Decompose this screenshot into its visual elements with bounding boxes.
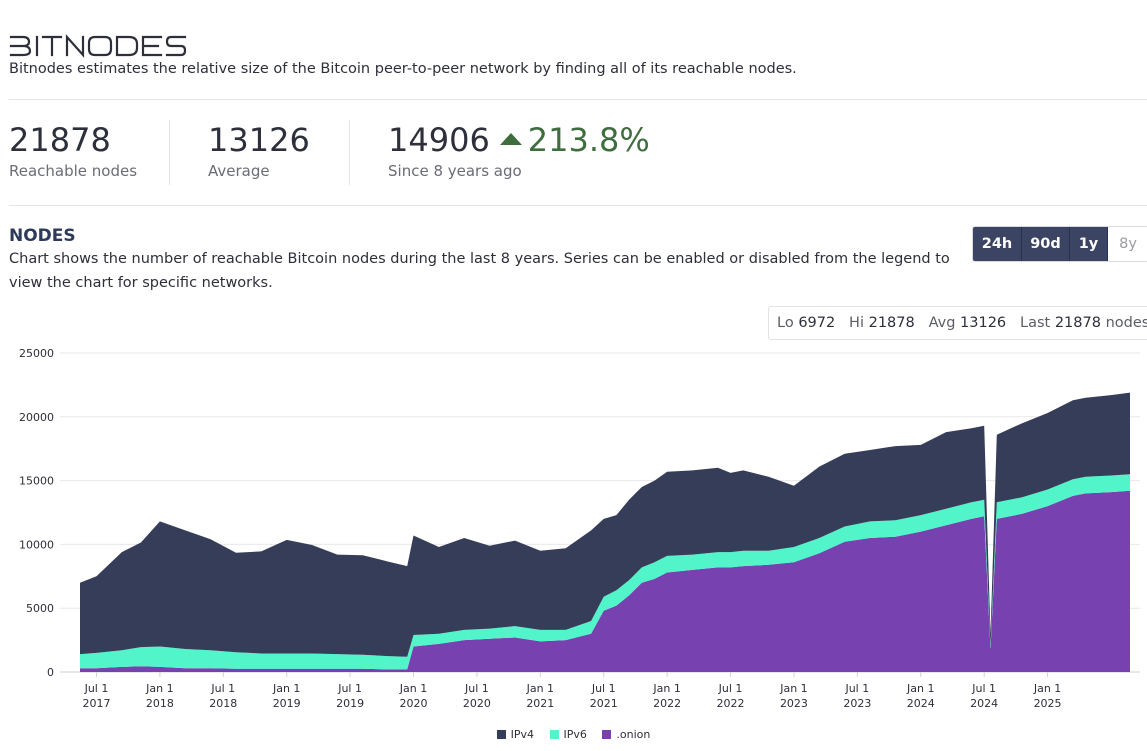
stat-since-value: 14906	[388, 121, 490, 159]
section-description: Chart shows the number of reachable Bitc…	[9, 251, 950, 291]
range-button-1y[interactable]: 1y	[1070, 227, 1108, 261]
x-tick-label: Jan 1	[526, 682, 554, 695]
divider	[9, 99, 1147, 100]
legend-swatch-ipv6	[549, 730, 559, 739]
x-tick-label: Jan 1	[906, 682, 934, 695]
x-tick-year: 2022	[653, 697, 681, 710]
legend-label-ipv6: IPv6	[563, 728, 587, 741]
x-tick-year: 2024	[970, 697, 998, 710]
x-tick-label: Jan 1	[652, 682, 680, 695]
x-tick-label: Jan 1	[1033, 682, 1061, 695]
x-tick-year: 2021	[590, 697, 618, 710]
y-tick-label: 15000	[19, 475, 54, 488]
summary-last-value: 21878	[1054, 315, 1101, 331]
summary-avg-value: 13126	[960, 315, 1007, 331]
divider	[349, 120, 350, 185]
x-tick-year: 2018	[146, 697, 174, 710]
x-tick-label: Jan 1	[272, 682, 300, 695]
legend-item-ipv6[interactable]: IPv6	[549, 728, 587, 741]
summary-hi-value: 21878	[868, 315, 915, 331]
summary-lo-label: Lo	[777, 315, 794, 331]
stat-reachable-label: Reachable nodes	[9, 162, 138, 180]
x-tick-year: 2022	[717, 697, 745, 710]
summary-unit: nodes	[1105, 315, 1147, 331]
x-tick-label: Jul 1	[464, 682, 489, 695]
section-title: NODES	[9, 226, 76, 246]
range-button-24h[interactable]: 24h	[973, 227, 1022, 261]
legend-swatch-onion	[602, 730, 612, 739]
divider	[169, 120, 170, 185]
series-area-ipv6	[80, 474, 1130, 670]
x-tick-label: Jul 1	[844, 682, 869, 695]
range-button-90d[interactable]: 90d	[1022, 227, 1070, 261]
legend-swatch-ipv4	[496, 730, 506, 739]
stat-reachable-value: 21878	[9, 121, 111, 159]
x-tick-label: Jul 1	[84, 682, 109, 695]
x-tick-year: 2020	[400, 697, 428, 710]
y-tick-label: 0	[47, 666, 54, 679]
x-tick-label: Jul 1	[591, 682, 616, 695]
y-tick-label: 10000	[19, 538, 54, 551]
stat-average-label: Average	[208, 162, 270, 180]
chart-legend: IPv4 IPv6 .onion	[0, 728, 1147, 741]
legend-item-onion[interactable]: .onion	[602, 728, 650, 741]
x-tick-year: 2023	[780, 697, 808, 710]
bitnodes-logo[interactable]	[9, 34, 201, 62]
nodes-chart: 0 5000 10000 15000 20000 25000 Jul 1 2017 Jan 1 2…	[19, 347, 1140, 710]
x-tick-label: Jul 1	[718, 682, 743, 695]
stat-average: 13126 Average	[208, 120, 310, 180]
range-button-group: 24h 90d 1y 8y	[972, 226, 1147, 262]
x-tick-year: 2021	[526, 697, 554, 710]
x-tick-label: Jan 1	[399, 682, 427, 695]
stat-growth-percent: 213.8%	[527, 121, 650, 159]
x-tick-year: 2024	[907, 697, 935, 710]
range-button-8y[interactable]: 8y	[1108, 227, 1147, 261]
x-tick-label: Jan 1	[779, 682, 807, 695]
summary-hi-label: Hi	[849, 315, 864, 331]
legend-item-ipv4[interactable]: IPv4	[496, 728, 535, 741]
summary-box: Lo 6972 Hi 21878 Avg 13126 Last 21878 no…	[768, 306, 1147, 340]
divider	[9, 205, 1147, 206]
x-tick-year: 2020	[463, 697, 491, 710]
summary-avg-label: Avg	[928, 315, 956, 331]
stat-reachable: 21878 Reachable nodes	[9, 120, 137, 180]
x-tick-year: 2023	[843, 697, 871, 710]
x-tick-label: Jul 1	[210, 682, 235, 695]
x-tick-label: Jan 1	[145, 682, 173, 695]
series-area-onion	[80, 490, 1130, 672]
x-tick-year: 2019	[336, 697, 364, 710]
stat-since: 14906 213.8% Since 8 years ago	[388, 120, 650, 180]
x-tick-year: 2018	[209, 697, 237, 710]
legend-label-onion: .onion	[616, 728, 651, 741]
tagline: Bitnodes estimates the relative size of …	[9, 61, 797, 77]
x-tick-year: 2019	[273, 697, 301, 710]
series-area-ipv4	[80, 392, 1130, 657]
up-arrow-icon	[499, 133, 522, 145]
summary-last-label: Last	[1020, 315, 1051, 331]
x-tick-year: 2025	[1034, 697, 1062, 710]
x-tick-year: 2017	[82, 697, 110, 710]
y-tick-label: 20000	[19, 411, 54, 424]
bitnodes-logo-wordmark	[9, 34, 187, 58]
stat-since-label: Since 8 years ago	[388, 162, 522, 180]
y-tick-label: 25000	[19, 347, 54, 360]
summary-lo-value: 6972	[798, 315, 836, 331]
x-tick-label: Jul 1	[337, 682, 362, 695]
stat-average-value: 13126	[208, 121, 310, 159]
legend-label-ipv4: IPv4	[510, 728, 535, 741]
y-tick-label: 5000	[26, 602, 54, 615]
x-tick-label: Jul 1	[971, 682, 996, 695]
